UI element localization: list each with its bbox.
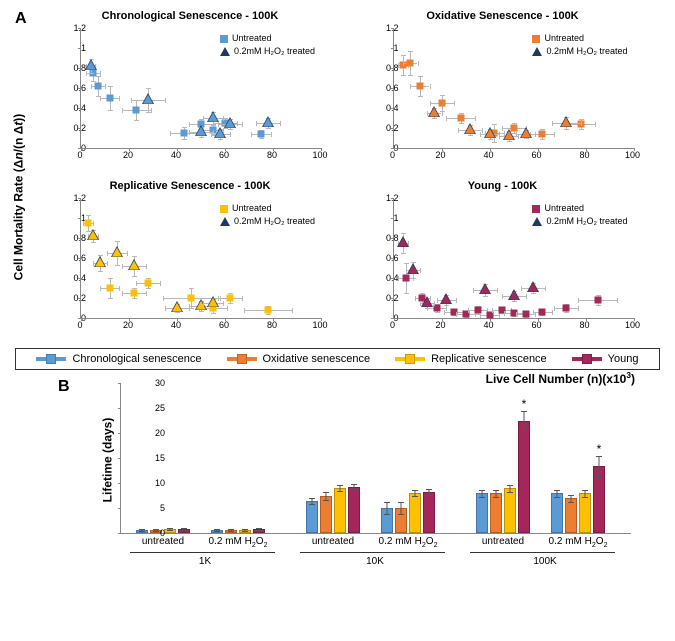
data-point-treated — [95, 258, 105, 267]
data-point-untreated — [181, 130, 188, 137]
bar — [476, 493, 488, 533]
data-point-treated — [398, 238, 408, 247]
significance-star: * — [522, 397, 527, 411]
data-point-untreated — [563, 305, 570, 312]
data-point-treated — [143, 95, 153, 104]
data-point-untreated — [265, 307, 272, 314]
bar — [490, 493, 502, 533]
scatter-plot: Replicative Senescence - 100K00.20.40.60… — [50, 180, 330, 340]
data-point-treated — [112, 248, 122, 257]
yaxis-label-a: Cell Mortality Rate (Δn/(n Δt)) — [11, 114, 25, 281]
panel-a-label: A — [15, 10, 27, 28]
data-point-untreated — [106, 95, 113, 102]
data-point-treated — [208, 113, 218, 122]
data-point-untreated — [133, 107, 140, 114]
treatment-label: 0.2 mM H2O2 — [379, 536, 438, 549]
bar — [409, 493, 421, 533]
bar — [565, 498, 577, 533]
data-point-untreated — [402, 275, 409, 282]
data-point-untreated — [522, 311, 529, 318]
yaxis-label-b: Lifetime (days) — [100, 418, 114, 503]
data-point-treated — [129, 261, 139, 270]
data-point-untreated — [145, 280, 152, 287]
bar — [551, 493, 563, 533]
size-label: 1K — [199, 556, 211, 567]
data-point-untreated — [594, 297, 601, 304]
data-point-treated — [225, 119, 235, 128]
scatter-grid: Chronological Senescence - 100K00.20.40.… — [50, 10, 665, 340]
legend-item: Chronological senescence — [36, 353, 201, 365]
treatment-label: untreated — [312, 536, 354, 547]
scatter-plot: Oxidative Senescence - 100K00.20.40.60.8… — [363, 10, 643, 170]
bar — [423, 492, 435, 533]
data-point-untreated — [258, 131, 265, 138]
data-point-treated — [196, 301, 206, 310]
plot-title: Young - 100K — [363, 180, 643, 192]
bar — [518, 421, 530, 534]
legend-strip: Chronological senescence Oxidative senesc… — [15, 348, 660, 370]
size-label: 10K — [366, 556, 384, 567]
scatter-plot: Young - 100K00.20.40.60.811.202040608010… — [363, 180, 643, 340]
data-point-treated — [441, 295, 451, 304]
data-point-treated — [263, 118, 273, 127]
data-point-treated — [172, 303, 182, 312]
size-label: 100K — [533, 556, 556, 567]
data-point-treated — [429, 108, 439, 117]
bar-chart: Lifetime (days) ** 051015202530 untreate… — [80, 378, 640, 578]
panel-b-label: B — [58, 378, 70, 396]
data-point-treated — [509, 291, 519, 300]
bar — [348, 487, 360, 533]
data-point-treated — [561, 118, 571, 127]
plot-title: Replicative Senescence - 100K — [50, 180, 330, 192]
data-point-untreated — [130, 290, 137, 297]
treatment-label: untreated — [142, 536, 184, 547]
bar — [306, 501, 318, 534]
legend-item: Young — [572, 353, 639, 365]
data-point-untreated — [407, 60, 414, 67]
significance-star: * — [597, 442, 602, 456]
data-point-treated — [504, 131, 514, 140]
data-point-treated — [88, 231, 98, 240]
data-point-untreated — [539, 309, 546, 316]
treatment-label: 0.2 mM H2O2 — [549, 536, 608, 549]
data-point-treated — [86, 61, 96, 70]
data-point-treated — [408, 265, 418, 274]
data-point-treated — [196, 127, 206, 136]
data-point-untreated — [188, 295, 195, 302]
data-point-untreated — [457, 115, 464, 122]
legend-item: Replicative senescence — [395, 353, 547, 365]
data-point-untreated — [85, 220, 92, 227]
data-point-treated — [528, 283, 538, 292]
data-point-treated — [480, 285, 490, 294]
bar — [579, 493, 591, 533]
bar — [504, 488, 516, 533]
data-point-treated — [208, 298, 218, 307]
data-point-treated — [422, 298, 432, 307]
data-point-treated — [465, 125, 475, 134]
data-point-treated — [215, 129, 225, 138]
treatment-label: untreated — [482, 536, 524, 547]
data-point-treated — [485, 129, 495, 138]
data-point-untreated — [539, 131, 546, 138]
plot-title: Chronological Senescence - 100K — [50, 10, 330, 22]
bar — [334, 488, 346, 533]
data-point-untreated — [416, 83, 423, 90]
bar — [320, 496, 332, 534]
plot-title: Oxidative Senescence - 100K — [363, 10, 643, 22]
data-point-untreated — [226, 295, 233, 302]
data-point-treated — [521, 129, 531, 138]
data-point-untreated — [94, 83, 101, 90]
legend-item: Oxidative senescence — [227, 353, 371, 365]
scatter-plot: Chronological Senescence - 100K00.20.40.… — [50, 10, 330, 170]
treatment-label: 0.2 mM H2O2 — [209, 536, 268, 549]
data-point-untreated — [106, 285, 113, 292]
